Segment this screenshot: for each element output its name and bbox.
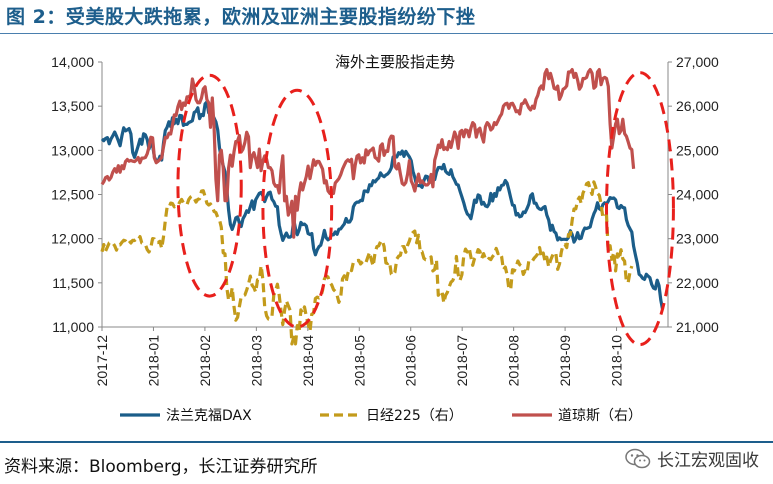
left-tick-label: 12,500 bbox=[51, 187, 94, 203]
x-tick-label: 2018-08 bbox=[506, 335, 522, 387]
highlight-ellipse bbox=[176, 73, 243, 298]
legend-label: 日经225（右） bbox=[366, 408, 463, 424]
x-tick-label: 2018-04 bbox=[300, 335, 316, 387]
left-tick-label: 11,000 bbox=[52, 319, 94, 335]
left-tick-label: 13,000 bbox=[51, 142, 94, 158]
right-tick-label: 24,000 bbox=[676, 187, 719, 203]
x-tick-label: 2018-03 bbox=[248, 335, 264, 387]
right-tick-label: 25,000 bbox=[676, 142, 719, 158]
watermark-text: 长江宏观固收 bbox=[657, 451, 759, 471]
right-tick-label: 23,000 bbox=[676, 231, 719, 247]
source-note: 资料来源：Bloomberg，长江证券研究所 bbox=[4, 457, 318, 477]
right-tick-label: 21,000 bbox=[676, 319, 719, 335]
x-tick-label: 2018-07 bbox=[454, 335, 470, 387]
bottom-divider bbox=[0, 441, 773, 443]
highlight-ellipses bbox=[176, 71, 675, 347]
x-tick-label: 2018-09 bbox=[557, 335, 573, 387]
left-tick-label: 14,000 bbox=[51, 54, 94, 70]
legend-label: 法兰克福DAX bbox=[166, 408, 252, 424]
chart: 11,000 11,500 12,000 12,500 13,000 13,500 14,0… bbox=[51, 53, 719, 424]
title-divider bbox=[0, 33, 773, 34]
x-tick-label: 2018-05 bbox=[351, 335, 367, 387]
series-line bbox=[100, 68, 636, 239]
x-tick-label: 2018-01 bbox=[145, 335, 161, 387]
series-line bbox=[100, 180, 634, 346]
x-tick-label: 2017-12 bbox=[94, 335, 110, 387]
left-tick-label: 12,000 bbox=[51, 231, 94, 247]
highlight-ellipse bbox=[261, 88, 334, 329]
legend-label: 道琼斯（右） bbox=[558, 408, 642, 424]
x-tick-label: 2018-02 bbox=[197, 335, 213, 387]
x-tick-label: 2018-10 bbox=[609, 335, 625, 387]
right-tick-label: 22,000 bbox=[676, 275, 719, 291]
right-tick-label: 27,000 bbox=[676, 54, 719, 70]
watermark: 长江宏观固收 bbox=[625, 446, 759, 471]
chart-axes: 11,000 11,500 12,000 12,500 13,000 13,500 14,0… bbox=[51, 54, 719, 386]
highlight-ellipse bbox=[605, 71, 675, 347]
series-line bbox=[100, 100, 665, 310]
right-tick-label: 26,000 bbox=[676, 98, 719, 114]
left-tick-label: 11,500 bbox=[52, 275, 94, 291]
figure-title: 图 2：受美股大跌拖累，欧洲及亚洲主要股指纷纷下挫 bbox=[6, 6, 476, 28]
left-tick-label: 13,500 bbox=[51, 98, 94, 114]
x-tick-label: 2018-06 bbox=[403, 335, 419, 387]
wechat-icon bbox=[625, 448, 651, 468]
chart-title: 海外主要股指走势 bbox=[335, 53, 455, 71]
chart-legend: 法兰克福DAX 日经225（右） 道琼斯（右） bbox=[120, 408, 642, 424]
